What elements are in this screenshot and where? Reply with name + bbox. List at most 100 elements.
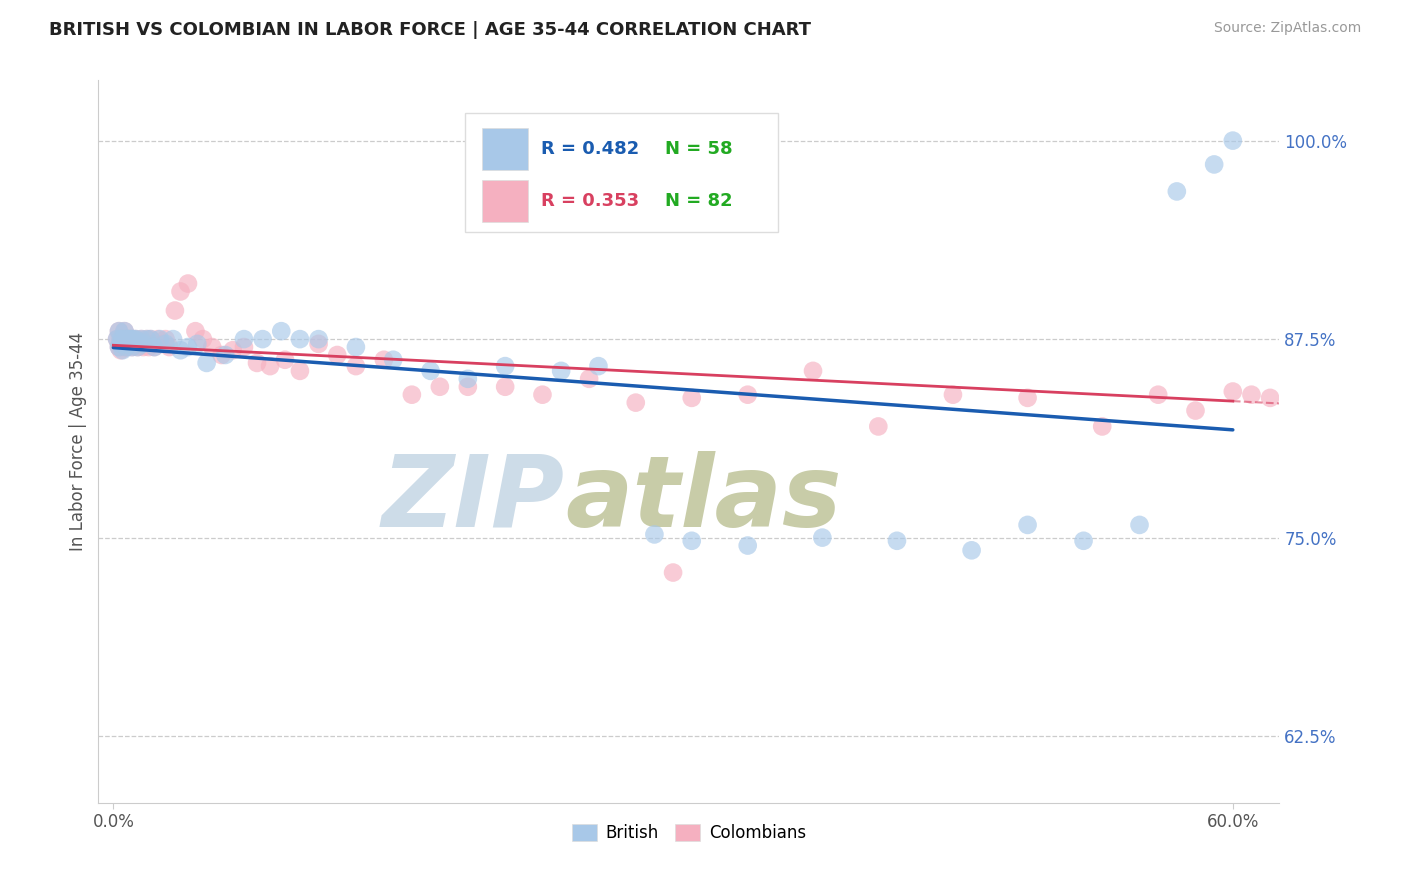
Point bbox=[114, 324, 136, 338]
Point bbox=[125, 332, 148, 346]
Point bbox=[801, 364, 824, 378]
Point bbox=[1353, 384, 1375, 399]
Point bbox=[110, 343, 132, 358]
Point bbox=[184, 324, 207, 338]
Point bbox=[211, 348, 233, 362]
Point bbox=[681, 391, 703, 405]
Point bbox=[117, 332, 139, 346]
Point bbox=[195, 356, 218, 370]
Point bbox=[108, 324, 131, 338]
Point bbox=[494, 380, 516, 394]
Point bbox=[1278, 384, 1301, 399]
Point bbox=[132, 340, 155, 354]
Point bbox=[1296, 387, 1319, 401]
Point bbox=[233, 332, 256, 346]
Point bbox=[457, 372, 479, 386]
Point bbox=[125, 332, 148, 346]
Point bbox=[121, 340, 143, 354]
Point bbox=[110, 337, 132, 351]
Point bbox=[737, 539, 759, 553]
Point bbox=[128, 337, 150, 351]
Point bbox=[177, 340, 200, 354]
Point bbox=[1184, 403, 1206, 417]
Point bbox=[531, 387, 554, 401]
Text: N = 82: N = 82 bbox=[665, 192, 733, 210]
Point bbox=[681, 533, 703, 548]
Point bbox=[128, 335, 150, 350]
Point bbox=[114, 332, 136, 346]
Point bbox=[550, 364, 572, 378]
Point bbox=[326, 348, 349, 362]
Point bbox=[942, 387, 965, 401]
Point bbox=[146, 332, 169, 346]
Point bbox=[117, 337, 139, 351]
Point bbox=[115, 332, 138, 346]
Point bbox=[252, 332, 274, 346]
Point bbox=[117, 332, 139, 346]
Point bbox=[288, 332, 311, 346]
Point bbox=[120, 335, 142, 350]
Point bbox=[143, 340, 166, 354]
Point bbox=[132, 337, 155, 351]
Text: atlas: atlas bbox=[565, 450, 841, 548]
Point bbox=[111, 340, 134, 354]
Text: Source: ZipAtlas.com: Source: ZipAtlas.com bbox=[1213, 21, 1361, 35]
Point bbox=[1258, 391, 1281, 405]
Point bbox=[1204, 157, 1226, 171]
Point bbox=[105, 332, 128, 346]
Point bbox=[115, 335, 138, 350]
Point bbox=[108, 324, 131, 338]
Point bbox=[163, 303, 186, 318]
Text: N = 58: N = 58 bbox=[665, 140, 733, 158]
Point bbox=[177, 277, 200, 291]
Point bbox=[143, 340, 166, 354]
Legend: British, Colombians: British, Colombians bbox=[565, 817, 813, 848]
Point bbox=[308, 337, 330, 351]
Point bbox=[169, 285, 191, 299]
Point bbox=[1389, 387, 1406, 401]
Point bbox=[115, 340, 138, 354]
Point bbox=[1222, 134, 1244, 148]
Point bbox=[121, 340, 143, 354]
Point bbox=[201, 340, 224, 354]
Point bbox=[114, 324, 136, 338]
Point bbox=[136, 332, 159, 346]
Point bbox=[191, 332, 214, 346]
Point bbox=[131, 332, 153, 346]
Point bbox=[373, 352, 395, 367]
Point bbox=[155, 332, 177, 346]
Point bbox=[110, 332, 132, 346]
Point bbox=[1333, 387, 1355, 401]
Point bbox=[139, 332, 162, 346]
Y-axis label: In Labor Force | Age 35-44: In Labor Force | Age 35-44 bbox=[69, 332, 87, 551]
FancyBboxPatch shape bbox=[482, 179, 529, 222]
Point bbox=[138, 340, 160, 354]
Point bbox=[169, 343, 191, 358]
Point bbox=[1091, 419, 1114, 434]
Point bbox=[127, 340, 149, 354]
Text: R = 0.353: R = 0.353 bbox=[541, 192, 640, 210]
Point bbox=[120, 334, 142, 348]
Point bbox=[419, 364, 441, 378]
Point bbox=[122, 332, 145, 346]
Point bbox=[344, 359, 367, 373]
Point bbox=[150, 337, 173, 351]
Point bbox=[111, 330, 134, 344]
Point bbox=[141, 337, 163, 351]
Point bbox=[111, 332, 134, 346]
Point bbox=[127, 340, 149, 354]
Text: ZIP: ZIP bbox=[382, 450, 565, 548]
Point bbox=[886, 533, 908, 548]
FancyBboxPatch shape bbox=[464, 112, 778, 232]
Point bbox=[624, 395, 647, 409]
Point bbox=[136, 332, 159, 346]
Point bbox=[288, 364, 311, 378]
FancyBboxPatch shape bbox=[482, 128, 529, 170]
Point bbox=[811, 531, 834, 545]
Point bbox=[308, 332, 330, 346]
Point bbox=[110, 332, 132, 346]
Point bbox=[1017, 517, 1039, 532]
Point bbox=[162, 332, 184, 346]
Point bbox=[1371, 391, 1393, 405]
Point bbox=[115, 340, 138, 354]
